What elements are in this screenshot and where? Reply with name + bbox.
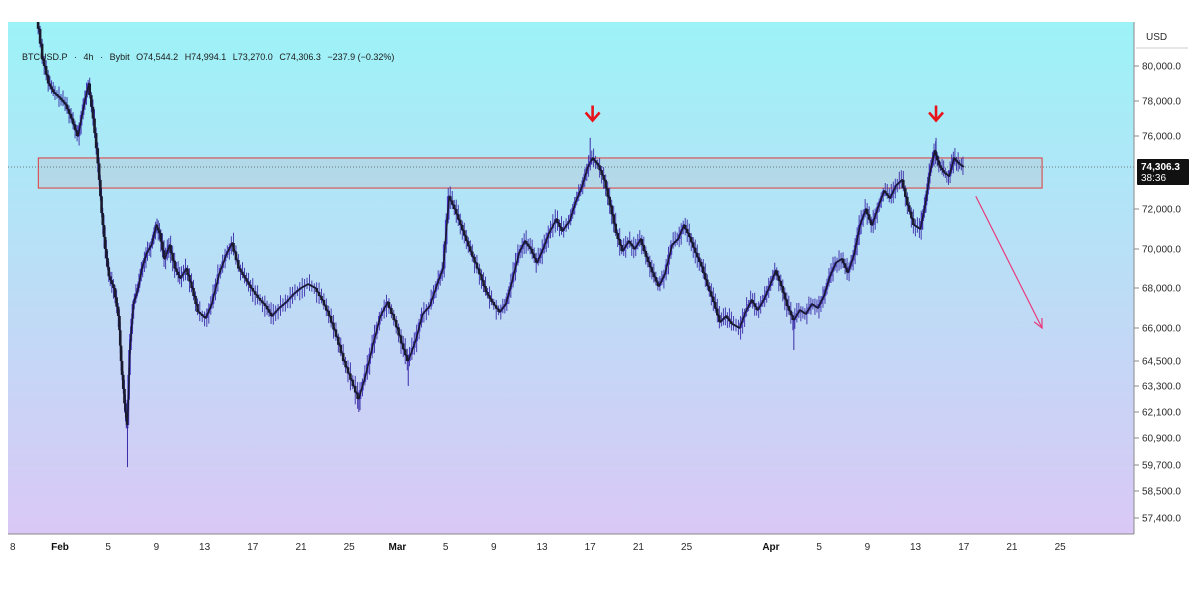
current-price-tag[interactable] bbox=[1137, 158, 1189, 185]
y-tick-label: 70,000.0 bbox=[1142, 245, 1181, 256]
current-price-value: 74,306.3 bbox=[1141, 162, 1180, 173]
y-tick-label: 58,500.0 bbox=[1142, 487, 1181, 498]
ohlc-high: H74,994.1 bbox=[184, 52, 227, 62]
x-tick-label: 9 bbox=[491, 542, 497, 553]
price-axis-panel[interactable] bbox=[1134, 22, 1190, 534]
x-tick-label: 25 bbox=[344, 542, 356, 553]
y-tick-label: 80,000.0 bbox=[1142, 62, 1181, 73]
x-tick-label: 21 bbox=[633, 542, 645, 553]
price-change: −237.9 (−0.32%) bbox=[327, 52, 395, 62]
separator: · bbox=[100, 52, 104, 62]
symbol-name[interactable]: BTCUSD.P bbox=[22, 52, 68, 62]
candle-countdown: 38:36 bbox=[1141, 173, 1166, 184]
ohlc-low: L73,270.0 bbox=[232, 52, 273, 62]
y-tick-label: 68,000.0 bbox=[1142, 284, 1181, 295]
y-tick-label: 66,000.0 bbox=[1142, 324, 1181, 335]
x-tick-label: 25 bbox=[681, 542, 693, 553]
exchange-label: Bybit bbox=[109, 52, 130, 62]
down-arrow-head bbox=[928, 111, 945, 123]
projection-arrow-line[interactable] bbox=[975, 195, 1043, 329]
y-tick-label: 64,500.0 bbox=[1142, 357, 1181, 368]
symbol-header: BTCUSD.P · 4h · Bybit O74,544.2 H74,994.… bbox=[22, 52, 398, 62]
x-tick-label: 21 bbox=[295, 542, 307, 553]
down-arrow-icon bbox=[928, 105, 945, 123]
x-tick-label: Apr bbox=[762, 542, 779, 553]
plot-background bbox=[8, 22, 1190, 557]
x-tick-label: 21 bbox=[1006, 542, 1018, 553]
x-tick-label: 17 bbox=[585, 542, 597, 553]
price-line bbox=[37, 22, 965, 426]
y-tick-label: 57,400.0 bbox=[1142, 514, 1181, 525]
y-tick-label: 78,000.0 bbox=[1142, 97, 1181, 108]
x-tick-label: 9 bbox=[154, 542, 160, 553]
x-tick-label: 25 bbox=[1055, 542, 1067, 553]
x-tick-label: 5 bbox=[443, 542, 449, 553]
resistance-zone[interactable] bbox=[37, 157, 1043, 189]
x-tick-label: Mar bbox=[389, 542, 407, 553]
y-tick-label: 63,300.0 bbox=[1142, 382, 1181, 393]
x-tick-label: 17 bbox=[958, 542, 970, 553]
separator: · bbox=[74, 52, 78, 62]
x-tick-label: 8 bbox=[10, 542, 16, 553]
x-tick-label: 9 bbox=[865, 542, 871, 553]
time-axis-panel[interactable] bbox=[8, 534, 1190, 557]
ohlc-open: O74,544.2 bbox=[136, 52, 179, 62]
down-arrow-head bbox=[584, 111, 601, 123]
down-arrow-icon bbox=[584, 105, 601, 123]
y-tick-label: 62,100.0 bbox=[1142, 408, 1181, 419]
y-tick-label: 76,000.0 bbox=[1142, 132, 1181, 143]
x-tick-label: 13 bbox=[910, 542, 922, 553]
x-tick-label: 13 bbox=[199, 542, 211, 553]
x-tick-label: 13 bbox=[536, 542, 548, 553]
y-tick-label: 72,000.0 bbox=[1142, 205, 1181, 216]
y-tick-label: 59,700.0 bbox=[1142, 461, 1181, 472]
ohlc-close: C74,306.3 bbox=[279, 52, 321, 62]
x-tick-label: 5 bbox=[816, 542, 822, 553]
x-tick-label: Feb bbox=[51, 542, 69, 553]
timeframe-label[interactable]: 4h bbox=[83, 52, 94, 62]
chart-frame[interactable]: USD 80,000.0 78,000.0 76,000.0 72,000.0 70,00… bbox=[8, 22, 1190, 557]
y-tick-label: 60,900.0 bbox=[1142, 434, 1181, 445]
x-tick-label: 5 bbox=[105, 542, 111, 553]
price-chart[interactable]: USD 80,000.0 78,000.0 76,000.0 72,000.0 70,00… bbox=[8, 22, 1190, 557]
x-tick-label: 17 bbox=[247, 542, 259, 553]
projection-arrow-head bbox=[1033, 317, 1043, 330]
currency-label[interactable]: USD bbox=[1146, 32, 1167, 43]
